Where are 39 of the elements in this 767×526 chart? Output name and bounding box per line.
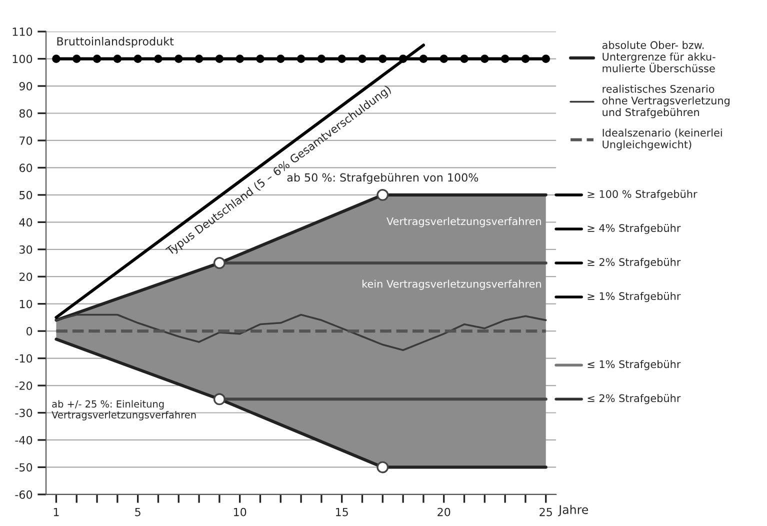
y-tick-label: -10 xyxy=(15,354,32,363)
y-tick-label: -30 xyxy=(15,408,32,418)
y-tick-label: 70 xyxy=(20,136,32,145)
ref-line-label: ≥ 100 % Strafgebühr xyxy=(588,190,698,200)
annotation: ab 50 %: Strafgebühren von 100% xyxy=(287,173,478,184)
y-tick-label: 90 xyxy=(19,82,32,90)
legend-label: Idealszenario (keinerlei Ungleichgewicht) xyxy=(602,128,722,150)
x-tick-label: 10 xyxy=(234,508,246,516)
ref-line-label: ≤ 2% Strafgebühr xyxy=(588,394,681,404)
y-tick-label: 0 xyxy=(26,327,32,336)
legend-label: absolute Ober- bzw. Untergrenze für akku- mulierte Überschüsse xyxy=(602,40,716,72)
x-axis-title: Jahre xyxy=(558,504,588,516)
ref-line-label: ≥ 4% Strafgebühr xyxy=(588,224,681,234)
ref-line-label: ≥ 1% Strafgebühr xyxy=(588,292,681,302)
annotation: kein Vertragsverletzungsverfahren xyxy=(362,280,541,290)
y-tick-label: 20 xyxy=(20,272,32,281)
annotation: Vertragsverletzungsverfahren xyxy=(386,217,541,228)
x-tick-label: 5 xyxy=(135,508,140,516)
y-tick-label: 50 xyxy=(20,190,32,200)
x-tick-label: 15 xyxy=(336,508,348,516)
y-tick-label: -50 xyxy=(15,463,32,472)
annotation: Bruttoinlandsprodukt xyxy=(57,36,174,48)
y-tick-label: 100 xyxy=(12,54,32,64)
x-tick-label: 1 xyxy=(54,508,59,516)
annotation: ab +/- 25 %: Einleitung Vertragsverletzungsverfahren xyxy=(52,400,196,420)
legend-label: realistisches Szenario ohne Vertragsverletzung und Strafgebühren xyxy=(602,84,730,118)
y-tick-label: -60 xyxy=(15,490,32,499)
y-tick-label: 40 xyxy=(19,218,32,227)
ref-line-label: ≤ 1% Strafgebühr xyxy=(588,360,681,370)
y-tick-label: 10 xyxy=(20,300,32,308)
x-tick-label: 25 xyxy=(540,508,552,516)
y-tick-label: -40 xyxy=(15,436,32,444)
y-tick-label: 60 xyxy=(19,164,32,172)
x-tick-label: 20 xyxy=(438,508,450,516)
ref-line-label: ≥ 2% Strafgebühr xyxy=(588,258,681,268)
y-tick-label: 30 xyxy=(20,245,32,254)
y-tick-label: 110 xyxy=(12,28,32,36)
y-tick-label: -20 xyxy=(15,382,32,390)
y-tick-label: 80 xyxy=(19,109,32,118)
